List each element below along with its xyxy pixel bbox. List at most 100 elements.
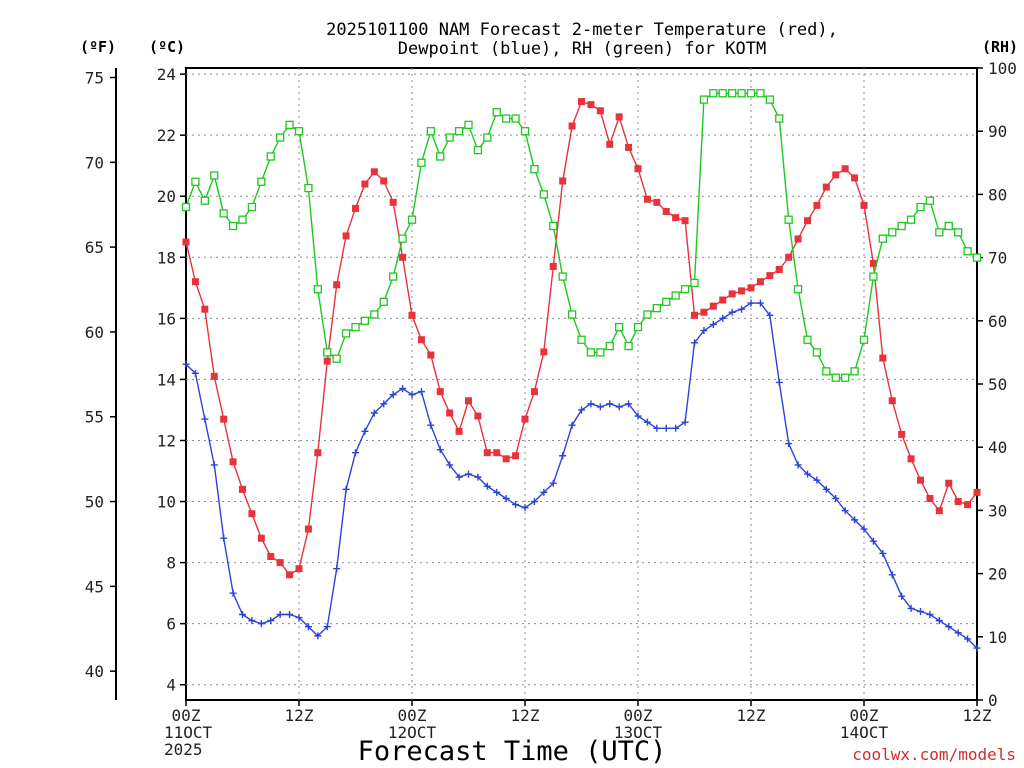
dewpoint-point [822, 485, 830, 493]
temperature-point [295, 565, 303, 573]
dewpoint-point [257, 620, 265, 628]
rh-tick-label: 80 [988, 185, 1007, 204]
dewpoint-point [201, 415, 209, 423]
dewpoint-point [587, 400, 595, 408]
celsius-ticks: 4 6 8 10 12 14 16 18 20 22 24 [157, 65, 186, 695]
rh-point [652, 304, 661, 313]
temperature-point [427, 351, 435, 359]
x-tick-label: 00Z [172, 706, 201, 725]
rh-point [586, 348, 596, 357]
dewpoint-point [399, 385, 407, 393]
rh-point [294, 127, 304, 136]
temperature-point [229, 458, 237, 466]
temperature-point [304, 525, 312, 533]
series-rh [181, 89, 982, 382]
fahrenheit-tick-label: 50 [85, 493, 104, 512]
dewpoint-point [756, 299, 764, 307]
rh-point [709, 89, 718, 98]
rh-point [812, 348, 822, 357]
rh-point [775, 114, 784, 123]
rh-line [185, 92, 978, 379]
dewpoint-point [964, 635, 972, 643]
rh-point [869, 272, 878, 281]
dewpoint-point [841, 507, 849, 515]
temperature-point [493, 449, 501, 457]
rh-point [247, 202, 257, 212]
fahrenheit-tick-label: 40 [85, 662, 104, 681]
dewpoint-point [907, 604, 915, 612]
temperature-point [455, 427, 463, 435]
rh-point [728, 89, 737, 98]
temperature-point [634, 165, 642, 173]
temperature-point [201, 305, 209, 313]
dewpoint-point [851, 516, 859, 524]
rh-point [276, 133, 285, 142]
dewpoint-point [436, 446, 444, 454]
temperature-point [587, 101, 595, 109]
fahrenheit-tick-label: 45 [85, 577, 104, 596]
temperature-point [286, 571, 294, 579]
temperature-point [446, 409, 454, 417]
dewpoint-point [860, 525, 868, 533]
credit-text[interactable]: coolwx.com/models [852, 745, 1016, 764]
x-tick-label: 12Z [963, 706, 992, 725]
rh-tick-label: 30 [988, 501, 1007, 520]
temperature-point [465, 397, 472, 405]
temperature-point [578, 98, 585, 106]
rh-point [520, 127, 530, 136]
temperature-point [756, 278, 764, 286]
dewpoint-point [672, 424, 680, 432]
celsius-tick-label: 8 [166, 554, 176, 573]
dewpoint-point [370, 409, 378, 417]
temperature-point [596, 107, 604, 115]
dewpoint-point [191, 369, 199, 377]
rh-point [464, 120, 473, 130]
rh-axis-unit: (RH) [982, 38, 1018, 56]
rh-point [379, 297, 388, 306]
dewpoint-point [465, 470, 472, 478]
rh-point [746, 89, 756, 98]
rh-point [483, 133, 492, 142]
dewpoint-point [380, 400, 388, 408]
rh-point [624, 341, 633, 351]
rh-point [803, 335, 812, 344]
temperature-point [841, 165, 849, 173]
temperature-point [719, 296, 727, 304]
temperature-point [389, 198, 397, 206]
dewpoint-point [389, 391, 397, 399]
dewpoint-point [210, 461, 218, 469]
temperature-point [220, 415, 228, 423]
rh-tick-label: 60 [988, 312, 1007, 331]
dewpoint-point [502, 494, 510, 502]
celsius-tick-label: 22 [157, 126, 176, 145]
temperature-point [653, 198, 661, 206]
temperature-point [738, 287, 746, 295]
series-dewpoint [182, 299, 981, 652]
temperature-point [804, 217, 811, 225]
temperature-point [851, 174, 859, 182]
rh-point [351, 322, 360, 332]
temperature-point [417, 336, 425, 344]
rh-point [492, 108, 501, 117]
rh-point [822, 367, 831, 376]
rh-point [954, 228, 963, 237]
dewpoint-point [267, 617, 275, 625]
rh-point [539, 190, 548, 199]
dewpoint-point [869, 537, 877, 545]
temperature-point [832, 171, 840, 179]
rh-point [304, 183, 313, 193]
dewpoint-point [549, 479, 557, 487]
rh-point [436, 152, 445, 161]
temperature-point [314, 449, 322, 457]
rh-point [313, 285, 322, 294]
temperature-point [860, 201, 868, 209]
temperature-point [370, 168, 378, 176]
dewpoint-point [917, 607, 924, 615]
dewpoint-point [625, 400, 633, 408]
rh-point [765, 95, 774, 104]
rh-point [596, 348, 605, 357]
dewpoint-point [973, 644, 981, 652]
temperature-point [399, 253, 407, 261]
dewpoint-point [954, 629, 962, 637]
